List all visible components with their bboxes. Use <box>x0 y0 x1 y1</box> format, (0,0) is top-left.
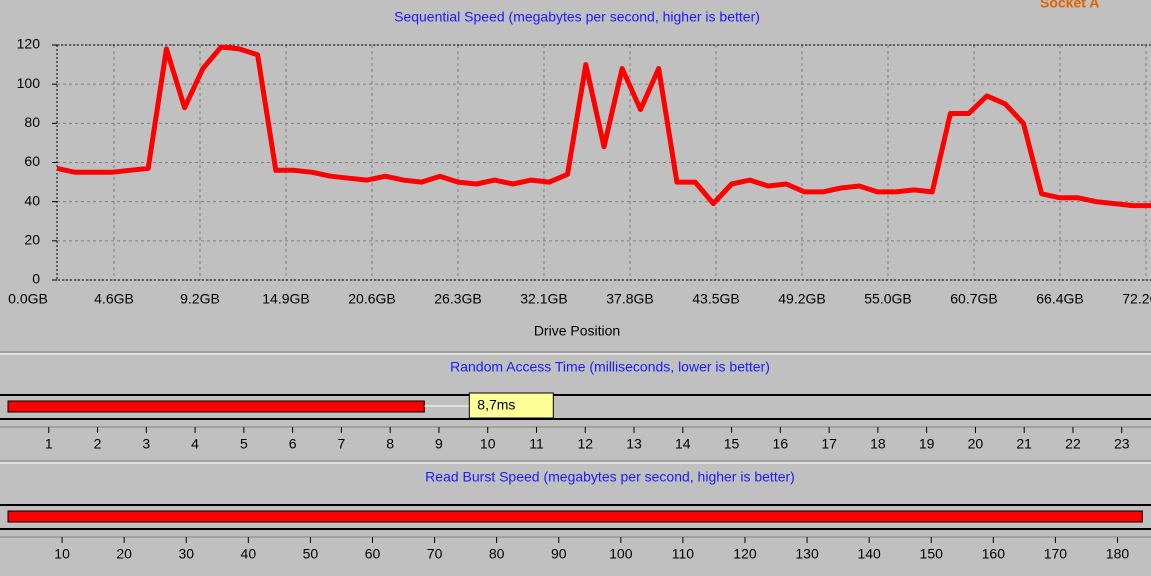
y-tick-label: 40 <box>24 192 40 208</box>
x-tick-label: 11 <box>529 436 544 452</box>
x-tick-label: 30 <box>178 546 194 562</box>
x-tick-label: 10 <box>480 436 496 452</box>
y-tick-label: 120 <box>17 36 41 52</box>
x-tick-label: 17 <box>821 436 837 452</box>
x-tick-label: 14 <box>675 436 691 452</box>
y-tick-label: 20 <box>24 232 40 248</box>
x-tick-label: 3 <box>142 436 150 452</box>
corner-label: Socket A <box>1040 0 1099 11</box>
x-tick-label: 43.5GB <box>692 291 739 307</box>
x-tick-label: 15 <box>724 436 740 452</box>
plot-frame <box>56 44 1151 281</box>
x-tick-label: 9 <box>435 436 443 452</box>
x-tick-label: 12 <box>577 436 593 452</box>
x-tick-label: 6 <box>289 436 297 452</box>
x-tick-label: 4.6GB <box>94 291 134 307</box>
y-tick-label: 100 <box>17 75 41 91</box>
value-label: 8,7ms <box>477 397 515 413</box>
x-tick-label: 90 <box>551 546 567 562</box>
x-tick-label: 7 <box>337 436 345 452</box>
x-tick-label: 18 <box>870 436 886 452</box>
x-tick-label: 60 <box>365 546 381 562</box>
x-tick-label: 140 <box>857 546 881 562</box>
x-tick-label: 55.0GB <box>864 291 911 307</box>
x-tick-label: 19 <box>919 436 935 452</box>
y-tick-label: 80 <box>24 114 40 130</box>
x-tick-label: 80 <box>489 546 505 562</box>
x-tick-label: 23 <box>1114 436 1130 452</box>
x-tick-label: 150 <box>920 546 944 562</box>
x-tick-label: 49.2GB <box>778 291 825 307</box>
x-tick-label: 130 <box>795 546 819 562</box>
y-tick-label: 0 <box>32 271 40 287</box>
x-tick-label: 22 <box>1065 436 1081 452</box>
x-tick-label: 72.2GB <box>1122 291 1151 307</box>
x-tick-label: 4 <box>191 436 199 452</box>
y-tick-label: 60 <box>24 153 40 169</box>
x-tick-label: 60.7GB <box>950 291 997 307</box>
chart-title: Read Burst Speed (megabytes per second, … <box>425 469 795 485</box>
x-tick-label: 20.6GB <box>348 291 395 307</box>
chart-title: Sequential Speed (megabytes per second, … <box>394 9 760 25</box>
x-tick-label: 37.8GB <box>606 291 653 307</box>
x-tick-label: 16 <box>773 436 789 452</box>
x-tick-label: 14.9GB <box>262 291 309 307</box>
x-tick-label: 8 <box>386 436 394 452</box>
x-tick-label: 1 <box>45 436 53 452</box>
speed-line <box>56 44 1151 209</box>
x-axis-label: Drive Position <box>534 323 620 339</box>
x-tick-label: 32.1GB <box>520 291 567 307</box>
x-tick-label: 110 <box>672 546 695 562</box>
x-tick-label: 5 <box>240 436 248 452</box>
x-tick-label: 10 <box>54 546 70 562</box>
bar <box>7 510 1143 523</box>
x-tick-label: 26.3GB <box>434 291 481 307</box>
chart-title: Random Access Time (milliseconds, lower … <box>450 359 770 375</box>
x-tick-label: 100 <box>609 546 633 562</box>
x-tick-label: 170 <box>1044 546 1068 562</box>
x-tick-label: 70 <box>427 546 443 562</box>
x-tick-label: 40 <box>241 546 257 562</box>
x-tick-label: 13 <box>626 436 642 452</box>
x-tick-label: 160 <box>982 546 1006 562</box>
x-tick-label: 9.2GB <box>180 291 220 307</box>
x-tick-label: 20 <box>116 546 132 562</box>
x-tick-label: 180 <box>1106 546 1130 562</box>
x-tick-label: 66.4GB <box>1036 291 1083 307</box>
x-tick-label: 50 <box>303 546 319 562</box>
x-tick-label: 21 <box>1016 436 1032 452</box>
x-tick-label: 120 <box>733 546 757 562</box>
x-tick-label: 0.0GB <box>8 291 48 307</box>
x-tick-label: 20 <box>968 436 984 452</box>
bar <box>7 400 425 413</box>
x-tick-label: 2 <box>94 436 102 452</box>
value-label-box <box>468 392 554 419</box>
